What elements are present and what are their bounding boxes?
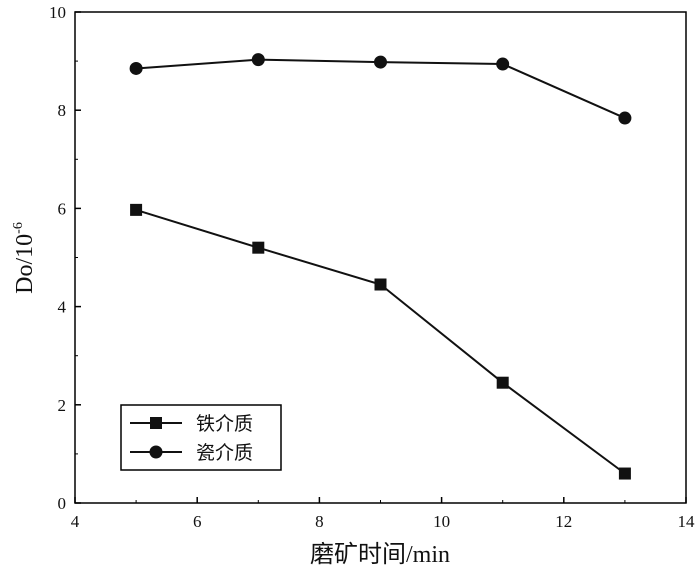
data-point xyxy=(618,467,631,480)
x-axis-title: 磨矿时间/min xyxy=(310,541,450,568)
y-tick-label: 0 xyxy=(58,494,67,513)
x-tick-label: 10 xyxy=(433,512,450,531)
legend-label: 瓷介质 xyxy=(196,442,253,464)
series-ceramic-medium xyxy=(129,53,632,125)
x-tick-label: 4 xyxy=(71,512,80,531)
series-layer xyxy=(129,53,632,480)
y-tick-label: 8 xyxy=(58,101,67,120)
x-tick-label: 14 xyxy=(678,512,696,531)
y-tick-label: 6 xyxy=(58,199,67,218)
data-point xyxy=(129,61,143,75)
legend-item: 铁介质 xyxy=(130,413,253,435)
y-tick-label: 2 xyxy=(58,396,67,415)
data-point xyxy=(618,111,632,125)
y-axis-title-main: Do/10 xyxy=(12,234,38,294)
legend-marker xyxy=(149,445,163,459)
y-tick-label: 10 xyxy=(49,3,66,22)
series-iron-medium xyxy=(130,203,631,480)
legend-box xyxy=(120,404,282,471)
legend-label: 铁介质 xyxy=(196,413,253,435)
y-axis-title-exponent: -6 xyxy=(11,222,26,234)
data-point xyxy=(496,376,509,389)
x-tick-label: 8 xyxy=(315,512,324,531)
data-point xyxy=(252,241,265,254)
legend-marker xyxy=(150,417,162,429)
data-point xyxy=(374,55,387,69)
legend-item: 瓷介质 xyxy=(130,442,253,464)
svg-text:Do/10-6: Do/10-6 xyxy=(11,222,38,294)
data-point xyxy=(496,57,510,71)
data-point xyxy=(130,203,143,216)
y-tick-label: 4 xyxy=(58,298,67,317)
y-axis-title: Do/10-6 xyxy=(11,222,38,294)
y-axis-ticks: 0 2 4 6 8 10 xyxy=(49,3,81,513)
x-tick-label: 6 xyxy=(193,512,202,531)
data-point xyxy=(374,278,387,291)
x-tick-label: 12 xyxy=(555,512,572,531)
x-axis-ticks: 4 6 8 10 12 14 xyxy=(71,497,695,531)
data-point xyxy=(251,53,265,67)
